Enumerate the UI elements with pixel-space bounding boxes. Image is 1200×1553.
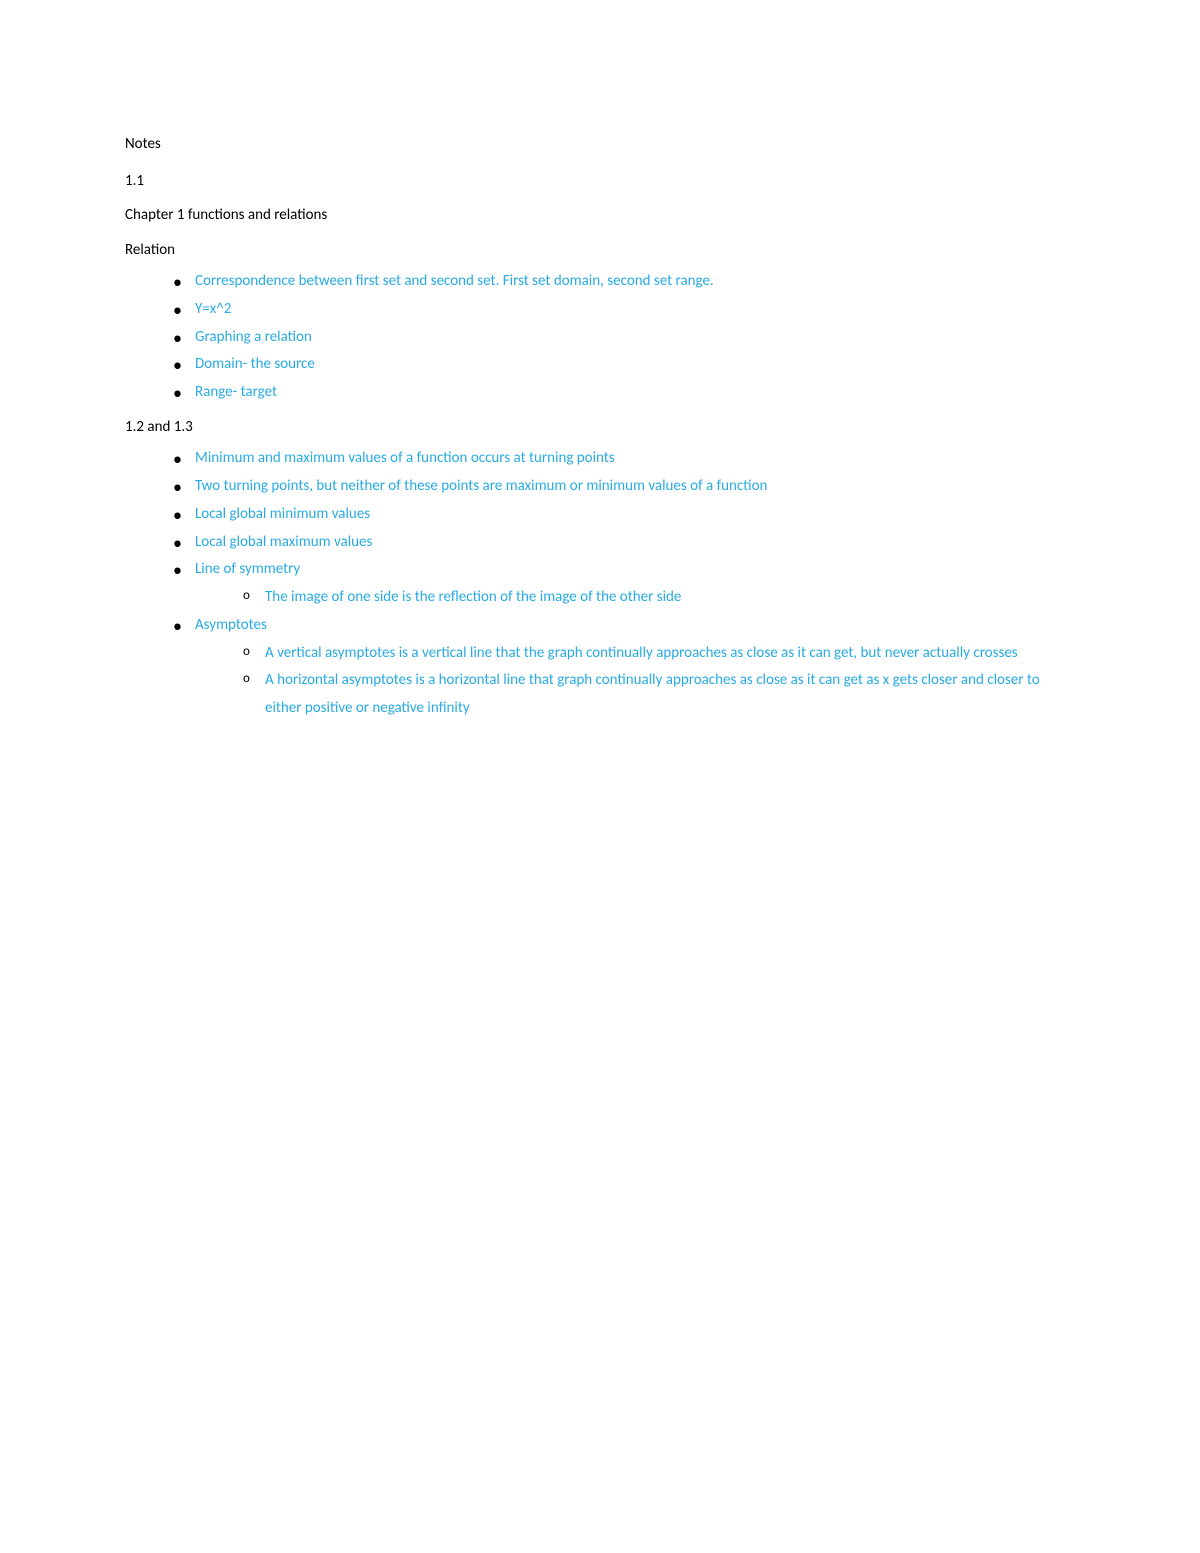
list-item-label: Line of symmetry [195,560,300,578]
symmetry-sublist: The image of one side is the reflection … [195,584,1075,612]
chapter-title: Chapter 1 functions and relations [125,201,1075,230]
relation-list: Correspondence between first set and sec… [125,268,1075,407]
list-item: Line of symmetry The image of one side i… [173,556,1075,612]
list-item: Graphing a relation [173,324,1075,352]
list-item-label: Asymptotes [195,616,267,634]
list-item: Correspondence between first set and sec… [173,268,1075,296]
relation-heading: Relation [125,236,1075,265]
list-item: Domain- the source [173,351,1075,379]
section-1-1: 1.1 [125,167,1075,196]
list-item: Two turning points, but neither of these… [173,473,1075,501]
list-item: Local global maximum values [173,529,1075,557]
list-item: Asymptotes A vertical asymptotes is a ve… [173,612,1075,723]
list-item: Local global minimum values [173,501,1075,529]
list-item: The image of one side is the reflection … [243,584,1075,612]
section-1-2-list: Minimum and maximum values of a function… [125,445,1075,723]
list-item: Range- target [173,379,1075,407]
list-item: Y=x^2 [173,296,1075,324]
list-item: A horizontal asymptotes is a horizontal … [243,667,1075,723]
asymptotes-sublist: A vertical asymptotes is a vertical line… [195,640,1075,723]
section-1-2-1-3: 1.2 and 1.3 [125,413,1075,442]
list-item: A vertical asymptotes is a vertical line… [243,640,1075,668]
notes-heading: Notes [125,130,1075,159]
list-item: Minimum and maximum values of a function… [173,445,1075,473]
